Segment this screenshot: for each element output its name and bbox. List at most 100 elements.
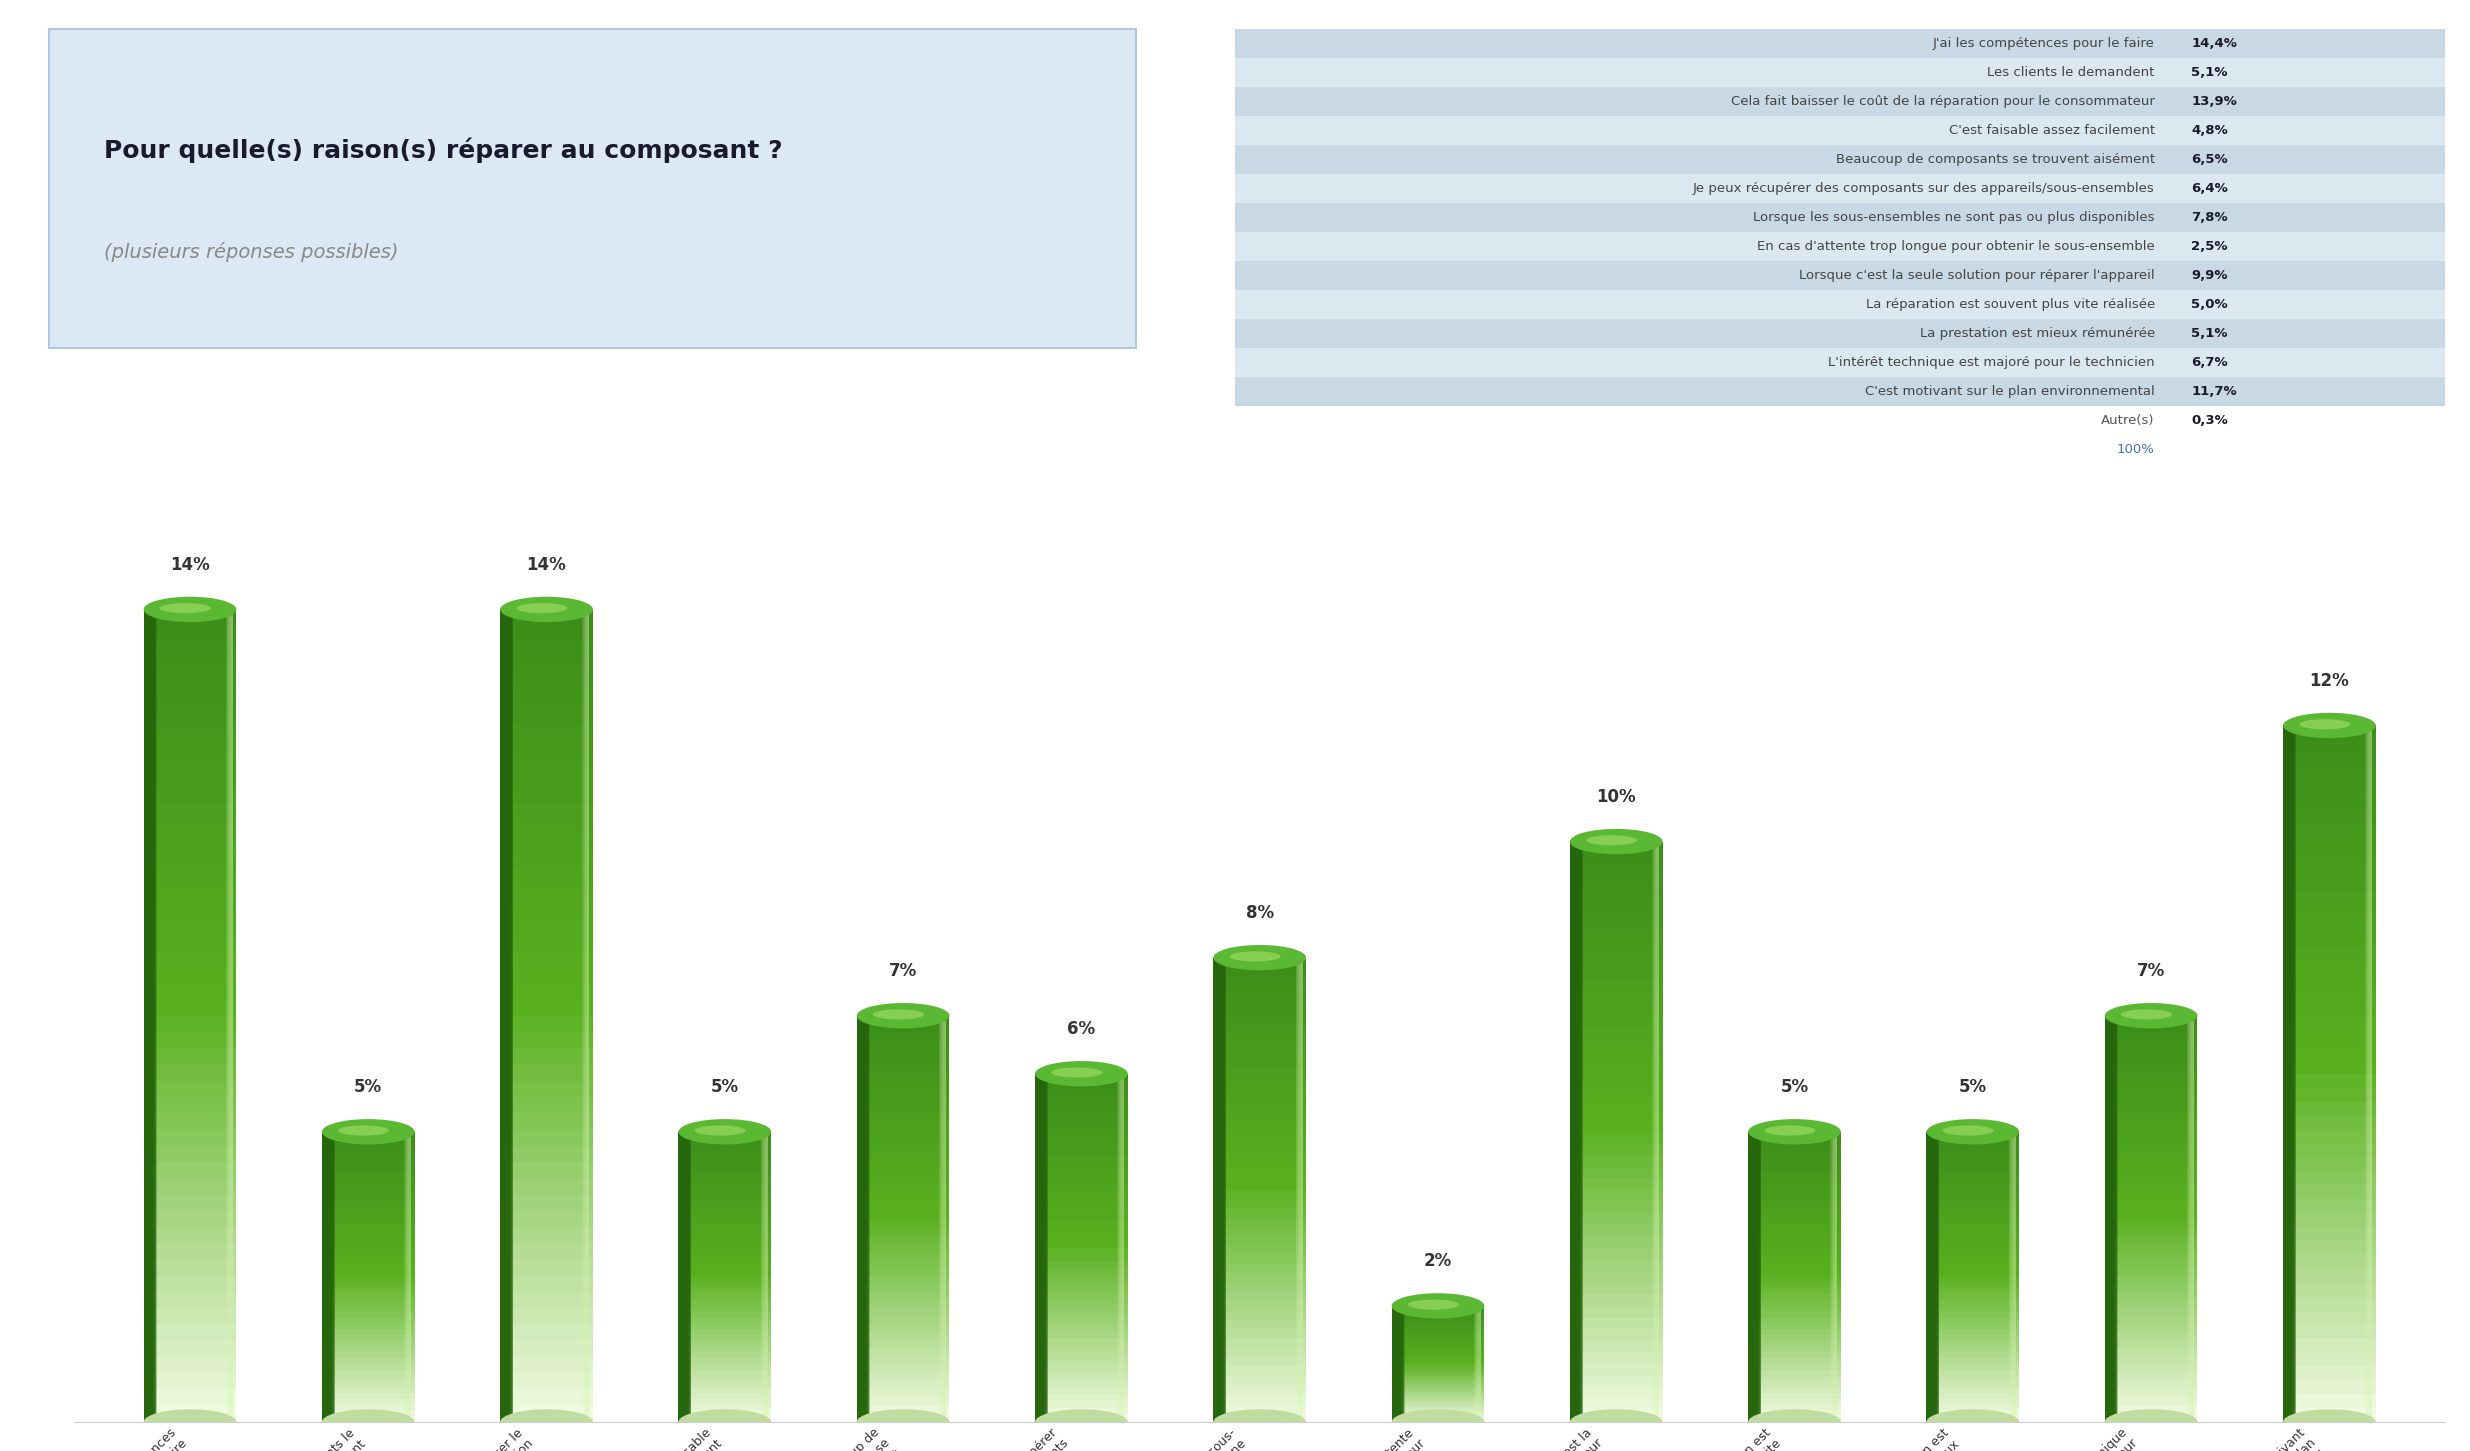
Bar [1035, 1123, 1129, 1129]
Bar [1749, 1248, 1840, 1254]
Text: La réparation est souvent plus vite réalisée: La réparation est souvent plus vite réal… [1865, 299, 2154, 311]
Bar [679, 1138, 771, 1143]
Bar [857, 1016, 867, 1422]
Bar [2282, 726, 2292, 1422]
Bar [1391, 1306, 1403, 1422]
Bar [143, 659, 237, 675]
Bar [501, 869, 593, 885]
Bar [321, 1416, 415, 1422]
Bar [1749, 1323, 1840, 1329]
Bar [321, 1318, 415, 1323]
Bar [2282, 1338, 2376, 1352]
Bar [321, 1132, 333, 1422]
Bar [1655, 842, 1660, 1422]
Bar [857, 1088, 948, 1097]
Bar [679, 1393, 771, 1399]
Bar [143, 609, 156, 1422]
Bar [1235, 319, 2445, 348]
Bar [143, 609, 151, 1422]
Bar [1833, 1132, 1838, 1422]
Bar [1475, 1306, 1482, 1422]
Bar [679, 1196, 771, 1201]
Bar [1571, 1283, 1662, 1294]
Bar [321, 1347, 415, 1352]
Bar [143, 609, 153, 1422]
Bar [857, 1259, 948, 1268]
Bar [1035, 1136, 1129, 1143]
Bar [2282, 1394, 2376, 1407]
Bar [1927, 1318, 2018, 1323]
Text: (plusieurs réponses possibles): (plusieurs réponses possibles) [104, 242, 398, 263]
Bar [679, 1381, 771, 1387]
Bar [857, 1397, 948, 1406]
Bar [501, 609, 509, 1422]
Bar [2282, 1380, 2376, 1394]
Bar [501, 950, 593, 966]
Bar [321, 1178, 415, 1184]
Bar [857, 1349, 948, 1357]
Bar [2104, 1016, 2117, 1422]
Bar [143, 609, 153, 1422]
Bar [1035, 1074, 1047, 1422]
Text: 6,5%: 6,5% [2191, 154, 2228, 165]
Bar [679, 1283, 771, 1288]
Bar [501, 609, 511, 1422]
Bar [1571, 1410, 1662, 1422]
Bar [1571, 842, 1662, 853]
Bar [2282, 726, 2295, 1422]
Bar [1035, 1367, 1129, 1373]
Bar [1213, 1069, 1307, 1078]
Bar [2104, 1397, 2198, 1406]
Bar [1391, 1396, 1484, 1399]
Bar [2104, 1016, 2112, 1422]
Bar [585, 609, 590, 1422]
Bar [2104, 1016, 2114, 1422]
Bar [501, 1325, 593, 1341]
Bar [679, 1300, 771, 1306]
Bar [1927, 1370, 2018, 1376]
Bar [1035, 1074, 1045, 1422]
Bar [1571, 1051, 1662, 1062]
Bar [321, 1254, 415, 1259]
Bar [857, 1146, 948, 1154]
Bar [1035, 1248, 1129, 1255]
Bar [1235, 87, 2445, 116]
Bar [143, 821, 237, 837]
Bar [761, 1132, 768, 1422]
Bar [2104, 1129, 2198, 1138]
Text: 9,9%: 9,9% [2191, 270, 2228, 281]
Bar [1749, 1132, 1756, 1422]
Bar [1035, 1360, 1129, 1367]
Bar [1391, 1318, 1484, 1320]
Bar [1927, 1184, 2018, 1190]
Bar [1035, 1345, 1129, 1352]
Bar [501, 1032, 593, 1048]
Text: 6,7%: 6,7% [2191, 357, 2228, 369]
Ellipse shape [1571, 1409, 1662, 1435]
Bar [1213, 1236, 1307, 1245]
Bar [857, 1390, 948, 1397]
Bar [1571, 1341, 1662, 1352]
Bar [1299, 958, 1302, 1422]
Bar [1927, 1161, 2018, 1167]
Bar [143, 609, 151, 1422]
Bar [1571, 1364, 1662, 1376]
Bar [1749, 1236, 1840, 1242]
Ellipse shape [1213, 1409, 1307, 1435]
Bar [1035, 1171, 1129, 1178]
Bar [143, 804, 237, 821]
Bar [501, 1194, 593, 1210]
Bar [501, 1309, 593, 1325]
Bar [857, 1235, 948, 1244]
Bar [2282, 726, 2292, 1422]
Bar [227, 609, 232, 1422]
Bar [225, 609, 232, 1422]
Bar [2104, 1203, 2198, 1210]
Bar [405, 1132, 410, 1422]
Bar [1035, 1094, 1129, 1101]
Bar [2282, 795, 2376, 810]
Ellipse shape [2104, 1003, 2198, 1029]
Bar [1235, 174, 2445, 203]
Bar [2104, 1016, 2112, 1422]
Bar [857, 1228, 948, 1235]
